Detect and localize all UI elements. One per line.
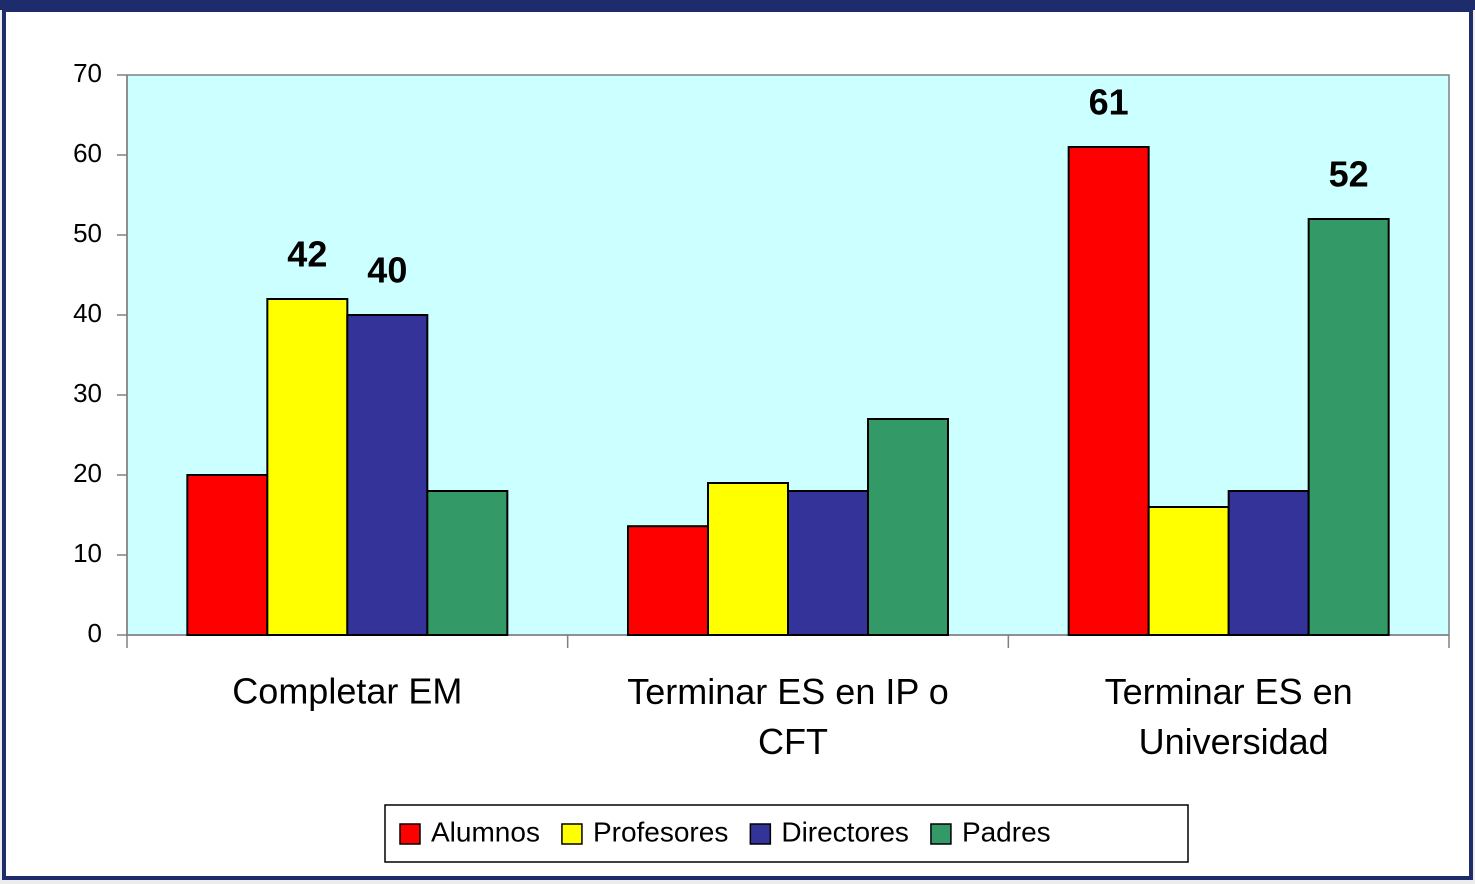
legend-label: Padres	[962, 816, 1051, 847]
bar	[426, 490, 509, 636]
legend-swatch	[930, 823, 952, 845]
x-tick-label: Completar EM	[232, 671, 462, 712]
bar	[867, 418, 949, 636]
bar	[1147, 506, 1230, 636]
legend-swatch	[561, 823, 583, 845]
legend-swatch	[749, 823, 772, 845]
legend-box	[384, 804, 1189, 863]
legend-label: Directores	[781, 816, 909, 847]
data-label: 52	[1329, 154, 1369, 195]
y-tick-label: 0	[88, 618, 102, 648]
x-tick-label: Terminar ES en Universidad	[1105, 671, 1353, 762]
bar	[346, 314, 429, 636]
y-tick-label: 20	[73, 458, 102, 488]
bar	[266, 298, 349, 636]
bar	[627, 525, 709, 637]
y-tick-label: 40	[73, 298, 102, 328]
bar	[186, 474, 269, 636]
bar	[787, 490, 869, 636]
y-tick-label: 10	[73, 538, 102, 568]
y-tick-label: 30	[73, 378, 102, 408]
y-tick-label: 50	[73, 218, 102, 248]
data-label: 61	[1089, 82, 1129, 123]
legend-label: Profesores	[593, 816, 728, 847]
bar	[1227, 490, 1310, 636]
bar	[1307, 218, 1390, 636]
legend-label: Alumnos	[431, 816, 540, 847]
header-strip	[0, 0, 1475, 10]
data-label: 42	[287, 234, 327, 275]
y-tick-label: 60	[73, 138, 102, 168]
bar	[707, 482, 789, 636]
bar	[1067, 146, 1150, 636]
x-tick-label: Terminar ES en IP o CFT	[627, 671, 949, 762]
data-label: 40	[367, 250, 407, 291]
legend-swatch	[399, 823, 421, 845]
y-tick-label: 70	[73, 58, 102, 88]
